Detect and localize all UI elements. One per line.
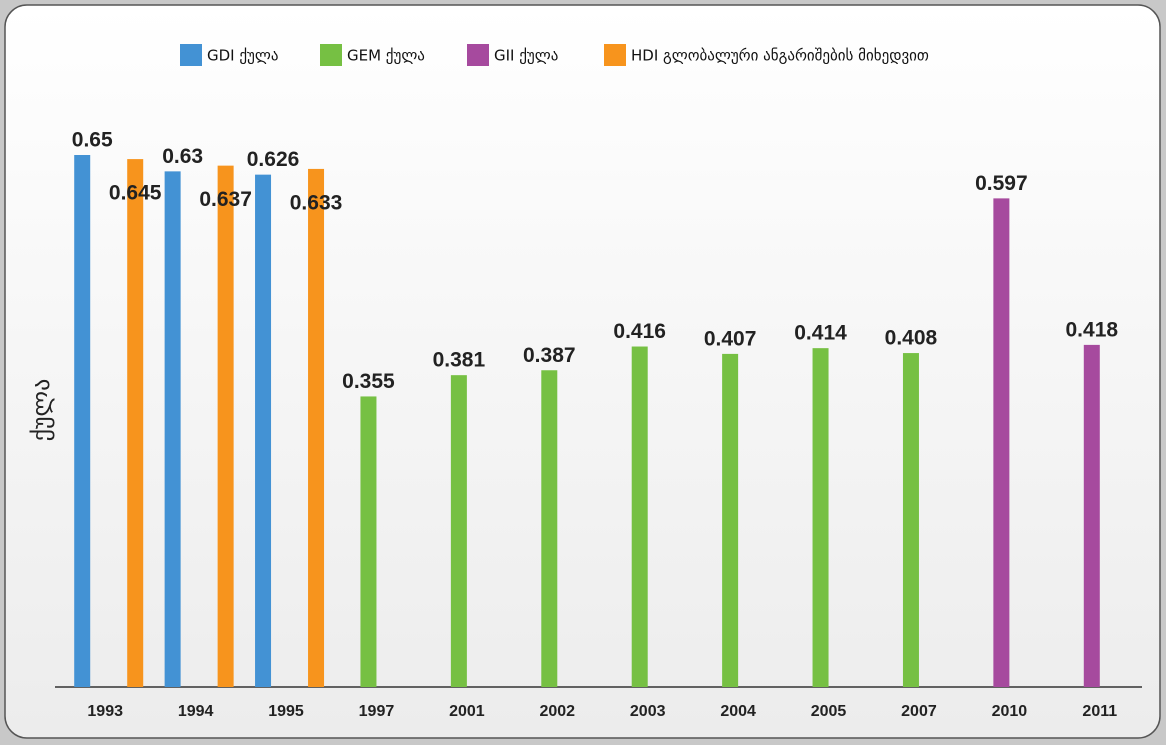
legend-swatch: [467, 44, 489, 66]
x-tick-label: 2010: [992, 703, 1028, 720]
x-tick-label: 2004: [720, 703, 756, 720]
legend-swatch: [604, 44, 626, 66]
data-label: 0.355: [342, 370, 395, 393]
data-label: 0.408: [885, 327, 938, 350]
x-tick-label: 1994: [178, 703, 214, 720]
x-tick-label: 2001: [449, 703, 485, 720]
x-tick-label: 2002: [539, 703, 575, 720]
data-label: 0.416: [613, 320, 666, 343]
bar: [255, 174, 272, 688]
data-label: 0.637: [199, 188, 252, 211]
bar: [631, 346, 648, 687]
bar: [360, 396, 377, 687]
x-tick-label: 2005: [811, 703, 847, 720]
data-label: 0.65: [72, 129, 113, 152]
x-tick-label: 2003: [630, 703, 666, 720]
bar: [164, 171, 181, 687]
x-tick-label: 1993: [87, 703, 123, 720]
bar: [74, 155, 91, 687]
x-tick-label: 1997: [359, 703, 395, 720]
x-tick-label: 2011: [1082, 703, 1117, 720]
data-label: 0.407: [704, 327, 757, 350]
data-label: 0.387: [523, 344, 576, 367]
legend-swatch: [320, 44, 342, 66]
bar: [902, 353, 919, 687]
data-label: 0.645: [109, 182, 162, 205]
panel: [4, 4, 1161, 739]
bar: [217, 165, 234, 687]
bar: [1083, 344, 1100, 687]
bar: [541, 370, 558, 687]
legend-swatch: [180, 44, 202, 66]
bar: [722, 353, 739, 687]
legend-label: GDI ქულა: [207, 47, 278, 65]
data-label: 0.418: [1066, 318, 1119, 341]
y-axis-label: ქულა: [27, 379, 55, 442]
data-label: 0.414: [794, 322, 847, 345]
x-tick-label: 2007: [901, 703, 937, 720]
bar: [308, 168, 325, 688]
data-label: 0.626: [247, 148, 300, 171]
bar: [127, 159, 144, 688]
legend-label: HDI გლობალური ანგარიშების მიხედვით: [631, 47, 929, 65]
bar: [993, 198, 1010, 687]
data-label: 0.63: [162, 145, 203, 168]
x-tick-label: 1995: [268, 703, 304, 720]
data-label: 0.597: [975, 172, 1028, 195]
bar: [812, 348, 829, 687]
legend-label: GEM ქულა: [347, 47, 425, 65]
bar: [450, 375, 467, 687]
legend-label: GII ქულა: [494, 47, 558, 65]
data-label: 0.381: [433, 349, 486, 372]
data-label: 0.633: [290, 191, 343, 214]
